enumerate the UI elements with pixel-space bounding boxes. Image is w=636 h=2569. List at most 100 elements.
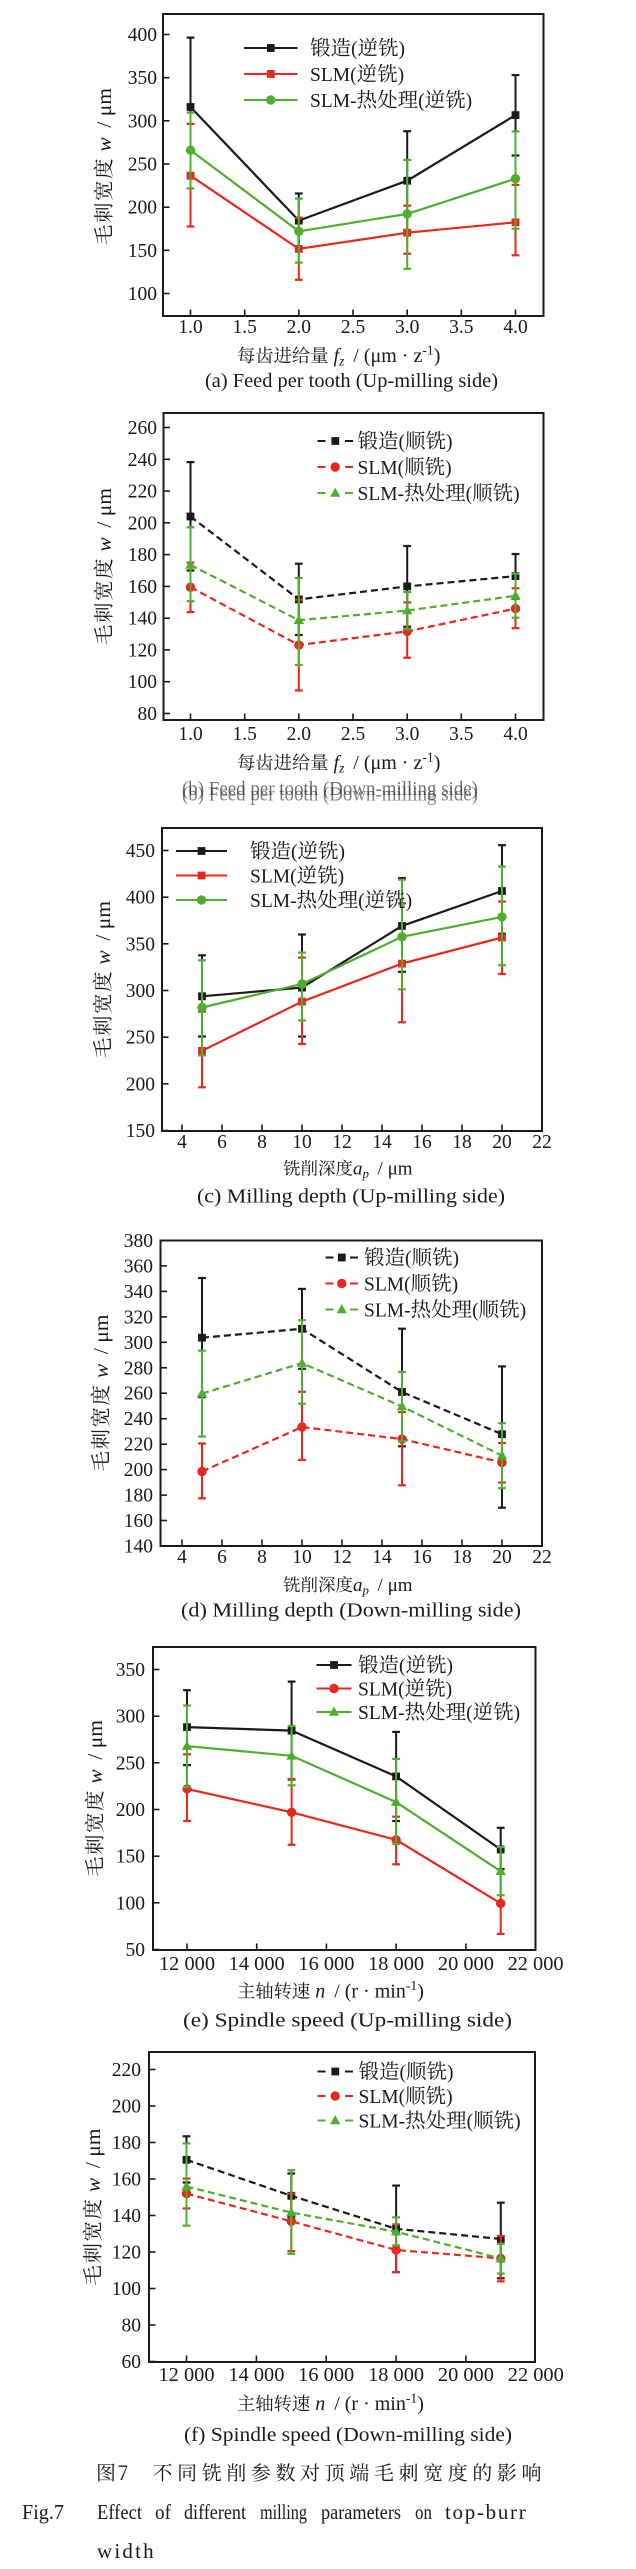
svg-text:(c) Milling depth (Up-milling: (c) Milling depth (Up-milling side): [197, 1186, 505, 1208]
svg-text:/ (μm · z: / (μm · z: [344, 345, 422, 367]
svg-text:14 000: 14 000: [228, 2365, 284, 2386]
svg-text:260: 260: [128, 418, 157, 439]
svg-text:14 000: 14 000: [229, 1954, 285, 1975]
svg-text:100: 100: [116, 1893, 145, 1914]
svg-text:(: (: [467, 2112, 474, 2133]
svg-text:/ μm: / μm: [92, 88, 116, 138]
svg-text:width: width: [97, 2539, 156, 2563]
svg-text:n: n: [315, 2393, 325, 2415]
svg-text:(: (: [351, 39, 358, 60]
svg-text:150: 150: [126, 1121, 155, 1142]
svg-text:/ μm: / μm: [92, 488, 116, 538]
svg-text:SLM(: SLM(: [364, 1275, 411, 1296]
svg-text:6: 6: [217, 1132, 227, 1153]
svg-text:a: a: [353, 1575, 363, 1596]
svg-text:60: 60: [122, 2352, 142, 2373]
svg-text:80: 80: [138, 704, 158, 725]
svg-text:(d) Milling depth (Down-millin: (d) Milling depth (Down-milling side): [181, 1600, 521, 1622]
svg-text:1.5: 1.5: [233, 724, 257, 745]
svg-text:150: 150: [128, 241, 157, 262]
svg-text:(: (: [466, 1703, 473, 1724]
svg-text:-1: -1: [406, 1978, 417, 1993]
svg-text:w: w: [92, 137, 116, 152]
svg-text:): ): [520, 1301, 527, 1322]
svg-text:-1: -1: [422, 343, 433, 358]
svg-text:SLM-: SLM-: [359, 2112, 406, 2133]
svg-text:): ): [446, 1680, 453, 1701]
svg-text:240: 240: [124, 1409, 153, 1430]
svg-text:SLM-: SLM-: [250, 891, 297, 912]
svg-text:20: 20: [492, 1132, 512, 1153]
svg-text:): ): [339, 842, 346, 863]
svg-text:100: 100: [112, 2279, 141, 2300]
svg-text:200: 200: [128, 198, 157, 219]
svg-text:200: 200: [126, 1074, 155, 1095]
svg-text:120: 120: [112, 2243, 141, 2264]
svg-text:12: 12: [332, 1547, 352, 1568]
svg-text:): ): [514, 1703, 521, 1724]
svg-text:240: 240: [128, 450, 157, 471]
svg-text:2.0: 2.0: [287, 317, 311, 338]
svg-text:/ μm: / μm: [369, 1159, 413, 1180]
svg-text:(: (: [399, 1656, 406, 1677]
svg-text:400: 400: [126, 888, 155, 909]
svg-text:50: 50: [126, 1940, 146, 1961]
svg-text:Fig.7: Fig.7: [22, 2500, 64, 2524]
svg-text:parameters: parameters: [321, 2500, 401, 2524]
svg-text:100: 100: [128, 672, 157, 693]
svg-text:3.5: 3.5: [449, 724, 473, 745]
svg-text:milling: milling: [260, 2500, 307, 2524]
svg-text:(: (: [400, 2063, 407, 2084]
svg-text:SLM(: SLM(: [250, 867, 297, 888]
svg-text:): ): [417, 2393, 424, 2415]
svg-text:2.0: 2.0: [287, 724, 311, 745]
svg-text:): ): [514, 2112, 521, 2133]
svg-text:Effect: Effect: [97, 2500, 142, 2524]
svg-text:22: 22: [532, 1132, 552, 1153]
svg-text:a: a: [353, 1159, 363, 1180]
svg-text:10: 10: [292, 1132, 312, 1153]
svg-text:SLM-: SLM-: [310, 91, 357, 112]
svg-text:/ μm: / μm: [91, 901, 115, 951]
svg-text:350: 350: [126, 934, 155, 955]
svg-text:/ μm: / μm: [369, 1575, 413, 1596]
svg-text:(e) Spindle speed (Up-milling: (e) Spindle speed (Up-milling side): [183, 2010, 512, 2032]
svg-text:220: 220: [124, 1435, 153, 1456]
svg-text:(: (: [399, 432, 406, 453]
svg-text:22 000: 22 000: [508, 1954, 564, 1975]
svg-text:(f) Spindle speed (Down-millin: (f) Spindle speed (Down-milling side): [184, 2424, 512, 2446]
svg-text:z: z: [338, 354, 345, 369]
svg-text:20: 20: [492, 1547, 512, 1568]
svg-text:n: n: [315, 1981, 325, 2003]
svg-text:22: 22: [532, 1547, 552, 1568]
svg-text:360: 360: [124, 1256, 153, 1277]
svg-text:4: 4: [177, 1132, 187, 1153]
svg-text:18: 18: [452, 1547, 472, 1568]
svg-text:380: 380: [124, 1231, 153, 1252]
svg-text:320: 320: [124, 1307, 153, 1328]
svg-text:/ μm: / μm: [89, 1314, 113, 1364]
svg-text:200: 200: [116, 1800, 145, 1821]
svg-text:): ): [446, 2087, 453, 2108]
svg-text:SLM(: SLM(: [358, 458, 405, 479]
svg-text:180: 180: [112, 2133, 141, 2154]
svg-text:300: 300: [124, 1333, 153, 1354]
svg-text:(a) Feed per tooth (Up-milling: (a) Feed per tooth (Up-milling side): [205, 370, 498, 392]
svg-text:340: 340: [124, 1282, 153, 1303]
svg-text:4.0: 4.0: [503, 724, 527, 745]
svg-text:): ): [513, 484, 520, 505]
svg-text:): ): [452, 1275, 459, 1296]
svg-text:SLM-: SLM-: [364, 1301, 411, 1322]
svg-text:20 000: 20 000: [438, 2365, 494, 2386]
svg-text:6: 6: [217, 1547, 227, 1568]
svg-text:): ): [447, 2063, 454, 2084]
svg-text:3.0: 3.0: [395, 317, 419, 338]
svg-text:18 000: 18 000: [368, 1954, 424, 1975]
svg-text:f: f: [334, 345, 342, 367]
svg-text:(: (: [418, 91, 425, 112]
svg-text:p: p: [362, 1584, 370, 1598]
svg-text:-1: -1: [406, 2391, 417, 2406]
svg-text:p: p: [362, 1167, 370, 1181]
svg-text:f: f: [334, 752, 342, 774]
svg-text:): ): [434, 752, 441, 774]
